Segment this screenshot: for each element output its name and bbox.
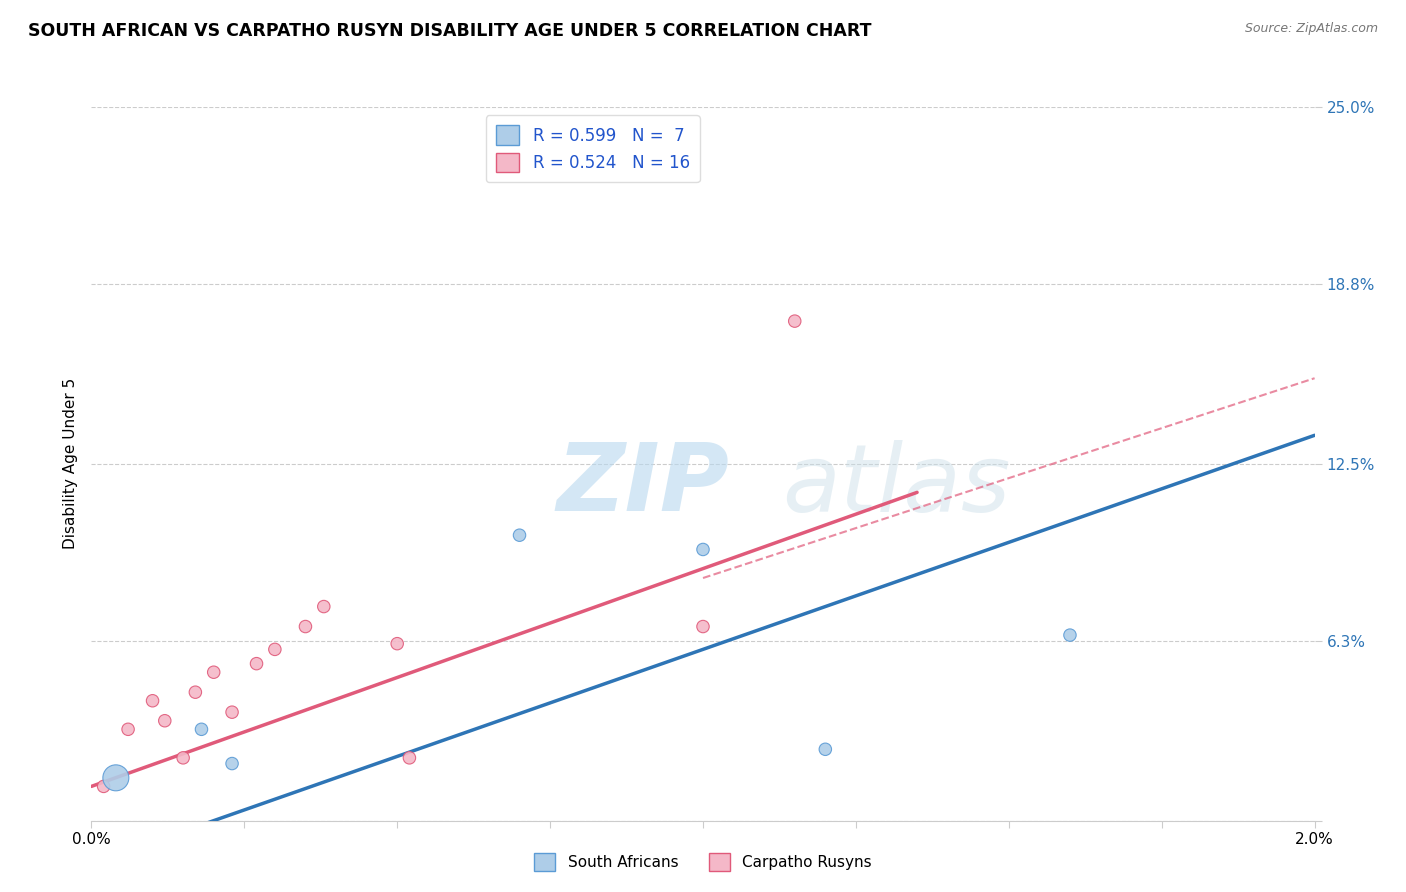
Text: SOUTH AFRICAN VS CARPATHO RUSYN DISABILITY AGE UNDER 5 CORRELATION CHART: SOUTH AFRICAN VS CARPATHO RUSYN DISABILI…: [28, 22, 872, 40]
Point: [202, 665, 225, 680]
Point: [814, 742, 837, 756]
Point: [104, 771, 127, 785]
Point: [221, 705, 243, 719]
Point: [190, 723, 212, 737]
Point: [385, 637, 409, 651]
Point: [509, 528, 531, 542]
Text: Source: ZipAtlas.com: Source: ZipAtlas.com: [1244, 22, 1378, 36]
Point: [184, 685, 207, 699]
Point: [141, 694, 163, 708]
Point: [245, 657, 267, 671]
Point: [398, 751, 420, 765]
Point: [294, 619, 316, 633]
Text: atlas: atlas: [783, 440, 1011, 531]
Point: [221, 756, 243, 771]
Point: [692, 619, 714, 633]
Point: [692, 542, 714, 557]
Y-axis label: Disability Age Under 5: Disability Age Under 5: [62, 378, 77, 549]
Point: [117, 723, 139, 737]
Point: [93, 780, 115, 794]
Point: [783, 314, 806, 328]
Point: [264, 642, 287, 657]
Point: [1059, 628, 1081, 642]
Point: [312, 599, 335, 614]
Point: [153, 714, 176, 728]
Text: ZIP: ZIP: [557, 439, 730, 532]
Legend: South Africans, Carpatho Rusyns: South Africans, Carpatho Rusyns: [527, 847, 879, 877]
Point: [172, 751, 194, 765]
